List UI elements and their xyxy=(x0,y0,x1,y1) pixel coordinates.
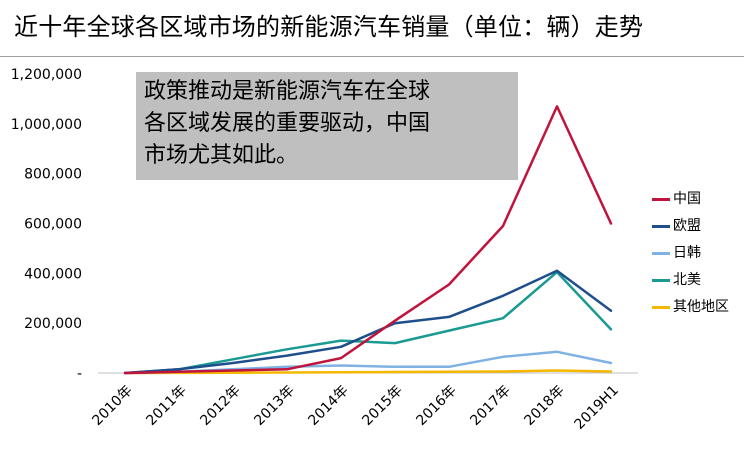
legend-swatch xyxy=(652,252,670,255)
legend-label: 其他地区 xyxy=(673,299,729,315)
legend-swatch xyxy=(652,279,670,282)
x-tick-label: 2011年 xyxy=(143,383,189,429)
legend: 中国欧盟日韩北美其他地区 xyxy=(652,186,744,321)
legend-label: 欧盟 xyxy=(673,218,701,234)
y-tick-label: 1,000,000 xyxy=(11,117,82,133)
y-tick-label: 200,000 xyxy=(24,316,82,332)
series-line-欧盟 xyxy=(123,269,613,375)
title-divider xyxy=(0,56,744,57)
x-tick-label: 2019H1 xyxy=(572,383,622,433)
legend-label: 中国 xyxy=(673,191,701,207)
x-tick-label: 2015年 xyxy=(359,383,405,429)
series-lines xyxy=(123,105,613,375)
series-line-北美 xyxy=(123,270,613,375)
x-tick-label: 2013年 xyxy=(251,383,297,429)
legend-label: 日韩 xyxy=(673,245,701,261)
y-axis-ticks: - 200,000 400,000 600,000 800,000 1,000,000 1,… xyxy=(11,67,82,382)
annotation-line: 政策推动是新能源汽车在全球 xyxy=(144,79,431,104)
y-tick-label: 1,200,000 xyxy=(11,67,82,83)
series-line-中国 xyxy=(123,105,613,375)
legend-swatch xyxy=(652,225,670,228)
series-line-其他地区 xyxy=(123,369,613,375)
y-tick-label: 600,000 xyxy=(24,217,82,233)
x-tick-label: 2012年 xyxy=(197,383,243,429)
y-tick-label: 400,000 xyxy=(24,266,82,282)
legend-item: 欧盟 xyxy=(652,213,744,240)
legend-label: 北美 xyxy=(673,272,701,288)
legend-item: 北美 xyxy=(652,267,744,294)
legend-item: 其他地区 xyxy=(652,294,744,321)
x-tick-label: 2016年 xyxy=(413,383,459,429)
legend-swatch xyxy=(652,306,670,309)
chart-title: 近十年全球各区域市场的新能源汽车销量（单位：辆）走势 xyxy=(14,13,644,41)
x-tick-label: 2018年 xyxy=(521,383,567,429)
x-tick-label: 2017年 xyxy=(467,383,513,429)
annotation-line: 各区域发展的重要驱动，中国 xyxy=(144,111,431,136)
annotation-line: 市场尤其如此。 xyxy=(144,143,299,168)
legend-item: 中国 xyxy=(652,186,744,213)
x-tick-label: 2010年 xyxy=(89,383,135,429)
x-axis-ticks: 2010年 2011年 2012年 2013年 2014年 2015年 2016年 2017年… xyxy=(89,383,621,433)
annotation-box: 政策推动是新能源汽车在全球 各区域发展的重要驱动，中国 市场尤其如此。 xyxy=(136,72,518,180)
legend-item: 日韩 xyxy=(652,240,744,267)
legend-swatch xyxy=(652,198,670,201)
x-tick-label: 2014年 xyxy=(305,383,351,429)
y-tick-label: - xyxy=(77,366,82,382)
y-tick-label: 800,000 xyxy=(24,167,82,183)
